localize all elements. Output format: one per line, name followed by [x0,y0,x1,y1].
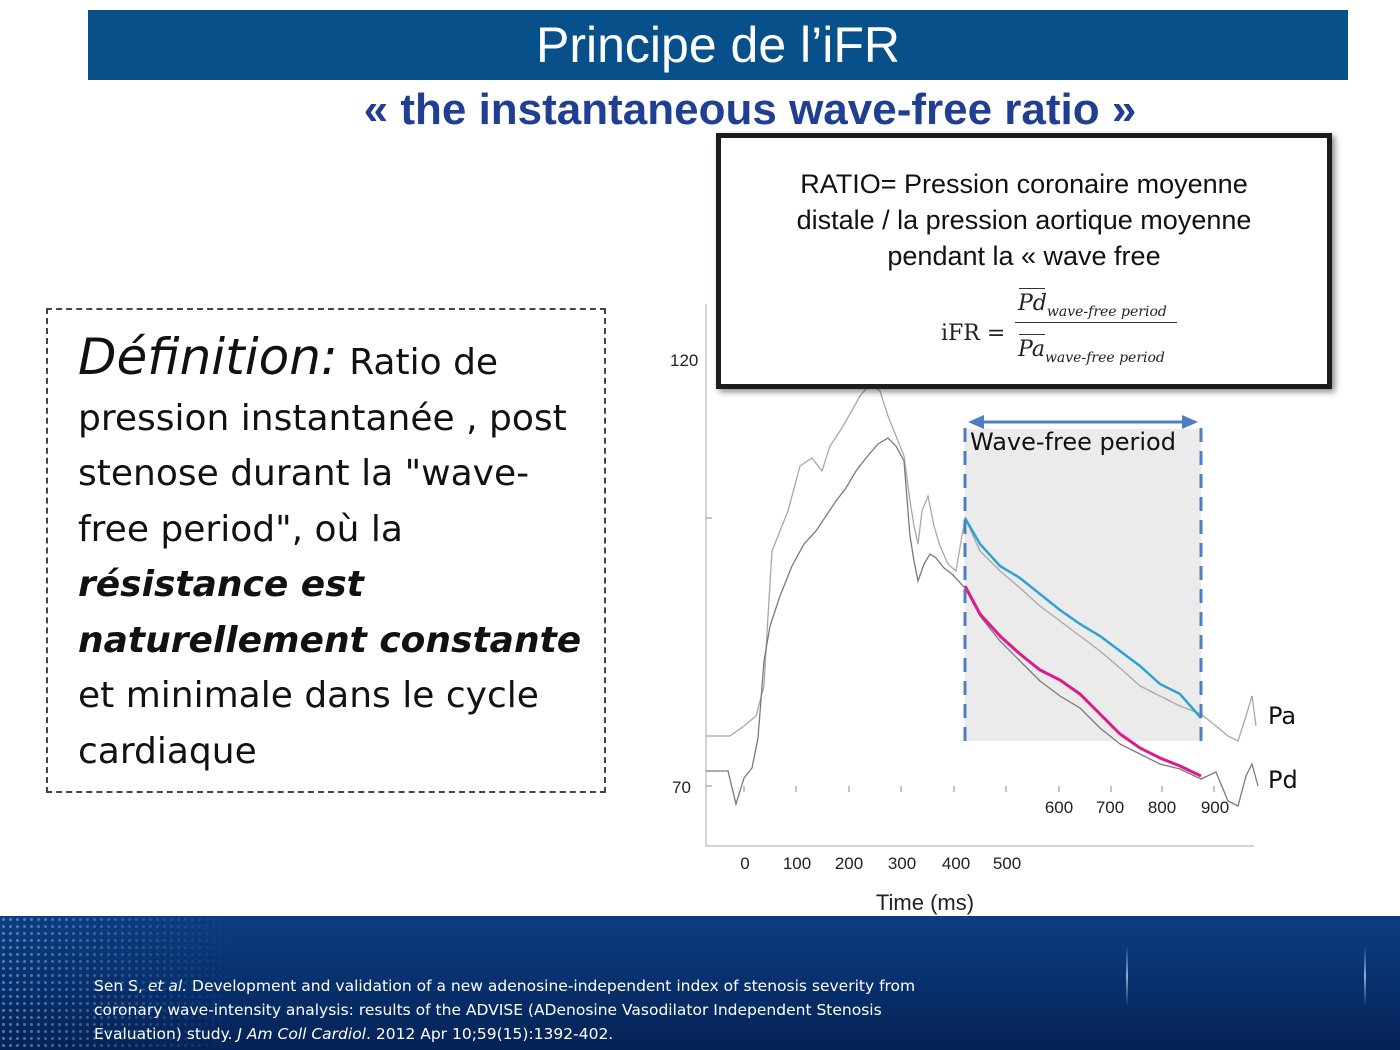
formula-overbar [1019,288,1045,289]
wave-free-window [965,429,1201,741]
x-label: 700 [1096,798,1124,817]
formula-numerator: Pdwave-free period [1018,286,1167,330]
footer-band [0,916,1400,1050]
x-label: 600 [1045,798,1073,817]
x-label: 100 [783,854,811,873]
x-label: 900 [1201,798,1229,817]
light-streak-decoration [1126,946,1128,1006]
formula-den-symbol: Pa [1018,337,1045,362]
light-streak-decoration [1364,946,1366,1006]
formula-num-sub: wave-free period [1046,304,1167,320]
formula-num-symbol: Pd [1018,291,1047,316]
window-label: Wave-free period [970,428,1176,456]
citation-details: . 2012 Apr 10;59(15):1392-402. [366,1025,614,1043]
x-label: 400 [942,854,970,873]
x-labels-high: 600 700 800 900 [1045,798,1229,817]
x-label: 500 [993,854,1021,873]
dot-pattern-decoration [0,916,240,1050]
ratio-line-2: distale / la pression aortique moyenne [796,205,1252,235]
formula-denominator: Pawave-free period [1018,332,1165,376]
citation-etal: et al. [147,977,188,995]
x-label: 300 [888,854,916,873]
y-label-120: 120 [670,351,698,370]
x-label: 800 [1148,798,1176,817]
pd-trace [706,437,1259,807]
slide-subtitle: « the instantaneous wave-free ratio » [363,85,1137,134]
definition-text-2: et minimale dans le cycle cardiaque [78,675,539,772]
ratio-line-3: pendant la « wave free [887,241,1161,271]
definition-box: Définition: Ratio de pression instantané… [46,308,606,793]
ratio-definition-box: RATIO= Pression coronaire moyenne distal… [716,133,1332,389]
pa-wave-free-segment [963,517,1202,719]
window-arrow-right-head [1182,415,1198,429]
definition-emphasis: résistance est naturellement constante [78,564,582,661]
ratio-line-1: RATIO= Pression coronaire moyenne [800,169,1248,199]
window-arrow-left-head [968,415,984,429]
pressure-chart: Wave-free period 120 70 0 100 200 300 40… [660,296,1400,916]
slide-title: Principe de l’iFR [88,10,1348,80]
x-ticks [743,786,1215,792]
x-label: 200 [835,854,863,873]
definition-heading: Définition: [78,328,338,386]
x-label: 0 [740,854,749,873]
x-axis-title: Time (ms) [876,890,974,915]
ifr-formula: iFR = Pdwave-free period Pawave-free per… [941,286,1193,376]
pressure-chart-svg: Wave-free period 120 70 0 100 200 300 40… [670,304,1298,915]
pa-label: Pa [1268,702,1296,730]
citation-journal: J Am Coll Cardiol [237,1025,366,1043]
formula-den-sub: wave-free period [1044,350,1165,366]
definition-text-1: Ratio de pression instantanée , post ste… [78,342,567,550]
formula-overbar [1019,334,1045,335]
pa-trace [706,383,1257,742]
x-labels-low: 0 100 200 300 400 500 [740,854,1021,873]
citation-authors: Sen S, [94,977,148,995]
citation: Sen S, et al. Development and validation… [94,974,974,1046]
formula-lhs: iFR = [941,321,1006,346]
y-label-70: 70 [672,778,691,797]
pd-label: Pd [1268,766,1298,794]
pd-wave-free-segment [963,585,1202,778]
formula-fraction-bar [1015,322,1177,323]
citation-title: Development and validation of a new aden… [94,977,916,1043]
